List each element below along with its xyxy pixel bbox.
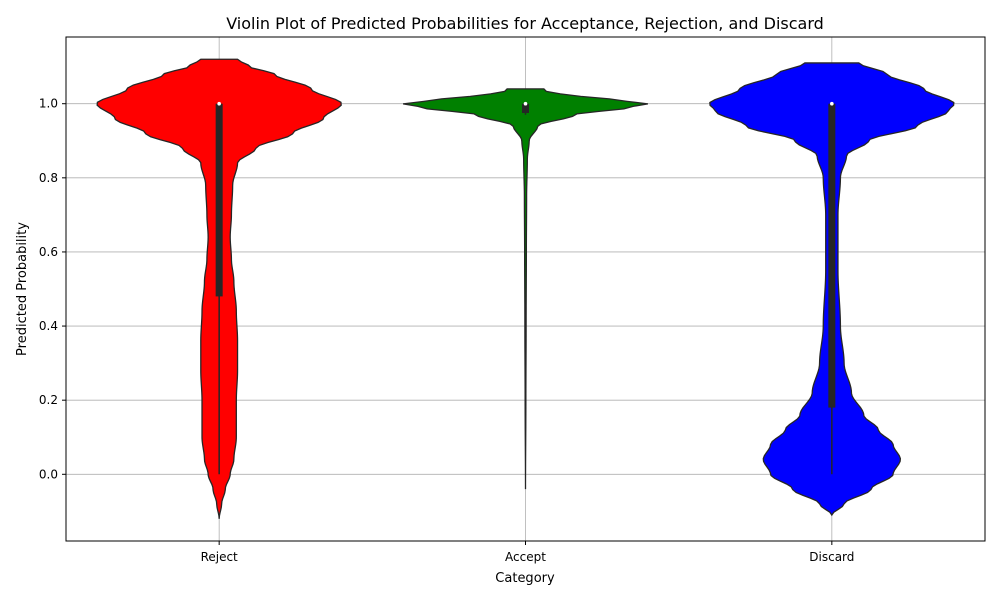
y-axis-label: Predicted Probability: [15, 222, 30, 356]
violin-layer: [96, 58, 955, 519]
box-iqr-discard: [828, 103, 836, 408]
axes-layer: 0.0 0.2 0.4 0.6 0.8 1.0 Reject Accept Discard: [39, 36, 986, 564]
y-tick-label: 0.2: [39, 393, 58, 407]
box-iqr-reject: [215, 103, 223, 297]
chart-title: Violin Plot of Predicted Probabilities f…: [226, 14, 824, 33]
box-median-discard: [830, 101, 834, 106]
box-median-accept: [523, 101, 528, 106]
x-tick-label-reject: Reject: [201, 550, 238, 564]
x-tick-label-discard: Discard: [809, 550, 854, 564]
x-axis-label: Category: [495, 571, 555, 586]
y-tick-label: 1.0: [39, 97, 58, 111]
box-median-reject: [217, 101, 221, 106]
y-tick-label: 0.4: [39, 319, 58, 333]
y-tick-label: 0.0: [39, 467, 58, 481]
y-tick-label: 0.6: [39, 245, 58, 259]
plot-frame: [65, 36, 986, 542]
x-tick-label-accept: Accept: [505, 550, 546, 564]
y-tick-label: 0.8: [39, 171, 58, 185]
box-iqr-accept: [522, 103, 529, 113]
violin-accept: [402, 88, 649, 490]
